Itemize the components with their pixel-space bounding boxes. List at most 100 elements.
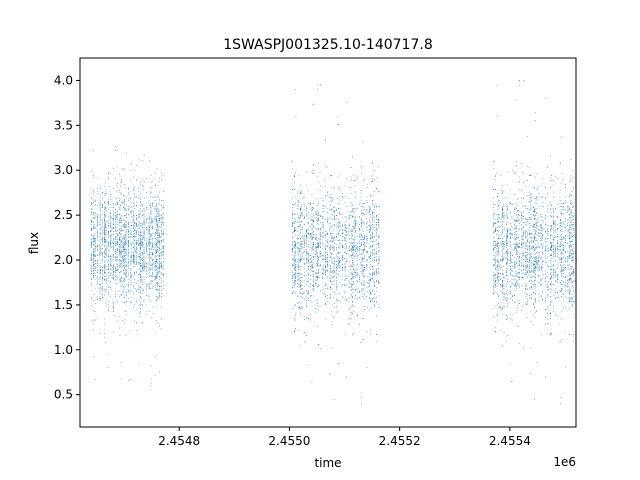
data-point	[304, 205, 305, 207]
data-point	[353, 242, 355, 244]
data-point	[154, 263, 156, 264]
data-point	[295, 319, 297, 321]
data-point	[140, 312, 142, 314]
data-point	[299, 224, 301, 225]
data-point	[93, 251, 94, 253]
data-point	[154, 250, 156, 252]
data-point	[123, 279, 125, 280]
data-point	[291, 280, 293, 281]
data-point	[353, 174, 355, 176]
data-point	[331, 271, 333, 272]
data-point	[125, 217, 127, 218]
data-point	[368, 247, 370, 249]
data-point	[298, 266, 300, 268]
data-point	[112, 306, 114, 307]
data-point	[154, 235, 156, 237]
data-point	[150, 196, 152, 198]
data-point	[318, 272, 320, 274]
data-point	[124, 243, 125, 245]
data-point	[152, 269, 154, 271]
data-point	[322, 258, 324, 260]
data-point	[94, 235, 96, 237]
data-point	[359, 254, 361, 256]
data-point	[344, 239, 346, 241]
data-point	[357, 315, 358, 317]
data-point	[104, 268, 105, 270]
data-point	[107, 263, 109, 265]
data-point	[322, 272, 324, 274]
data-point	[136, 205, 138, 207]
data-point	[154, 273, 156, 275]
data-point	[122, 289, 124, 291]
data-point	[335, 273, 337, 275]
data-point	[309, 269, 311, 271]
data-point	[303, 275, 305, 276]
data-point	[311, 193, 313, 195]
data-point	[311, 207, 313, 208]
data-point	[91, 265, 92, 266]
data-point	[152, 218, 154, 220]
data-point	[373, 211, 375, 213]
data-point	[156, 243, 158, 245]
data-point	[119, 280, 121, 282]
data-point	[299, 292, 301, 293]
data-point	[119, 213, 120, 215]
data-point	[336, 248, 337, 250]
data-point	[110, 261, 112, 263]
data-point	[152, 280, 154, 282]
data-point	[311, 295, 313, 297]
data-point	[152, 272, 154, 273]
data-point	[350, 306, 352, 307]
data-point	[125, 222, 127, 224]
data-point	[99, 246, 101, 248]
data-point	[130, 257, 132, 259]
data-point	[130, 213, 132, 215]
data-point	[333, 266, 335, 268]
data-point	[329, 229, 331, 231]
data-point	[117, 204, 118, 206]
data-point	[337, 116, 339, 118]
data-point	[162, 260, 164, 262]
data-point	[312, 207, 314, 209]
data-point	[112, 308, 114, 310]
data-point	[155, 223, 157, 224]
data-point	[130, 211, 132, 213]
data-point	[158, 291, 160, 293]
data-point	[152, 254, 153, 256]
data-point	[136, 272, 138, 274]
data-point	[115, 204, 116, 206]
data-point	[125, 220, 127, 222]
data-point	[316, 261, 318, 263]
data-point	[93, 212, 95, 214]
data-point	[311, 271, 313, 273]
data-point	[297, 272, 299, 274]
data-point	[102, 278, 103, 280]
data-point	[130, 207, 132, 208]
data-point	[140, 208, 142, 210]
data-point	[94, 266, 96, 268]
data-point	[359, 228, 360, 229]
data-point	[351, 301, 353, 302]
data-point	[120, 294, 122, 296]
data-point	[315, 237, 317, 238]
data-point	[344, 222, 346, 224]
data-point	[90, 197, 92, 199]
data-point	[158, 250, 160, 251]
data-point	[105, 222, 107, 224]
data-point	[361, 218, 362, 220]
data-point	[150, 257, 152, 259]
data-point	[148, 233, 150, 235]
data-point	[110, 235, 111, 237]
data-point	[373, 205, 375, 206]
data-point	[372, 195, 374, 196]
data-point	[303, 271, 305, 273]
data-point	[378, 227, 380, 229]
data-point	[333, 307, 335, 308]
data-point	[351, 247, 353, 249]
data-point	[136, 218, 137, 220]
data-point	[99, 239, 101, 241]
data-point	[130, 274, 132, 276]
data-point	[301, 294, 303, 295]
data-point	[90, 305, 92, 307]
data-point	[140, 279, 142, 280]
